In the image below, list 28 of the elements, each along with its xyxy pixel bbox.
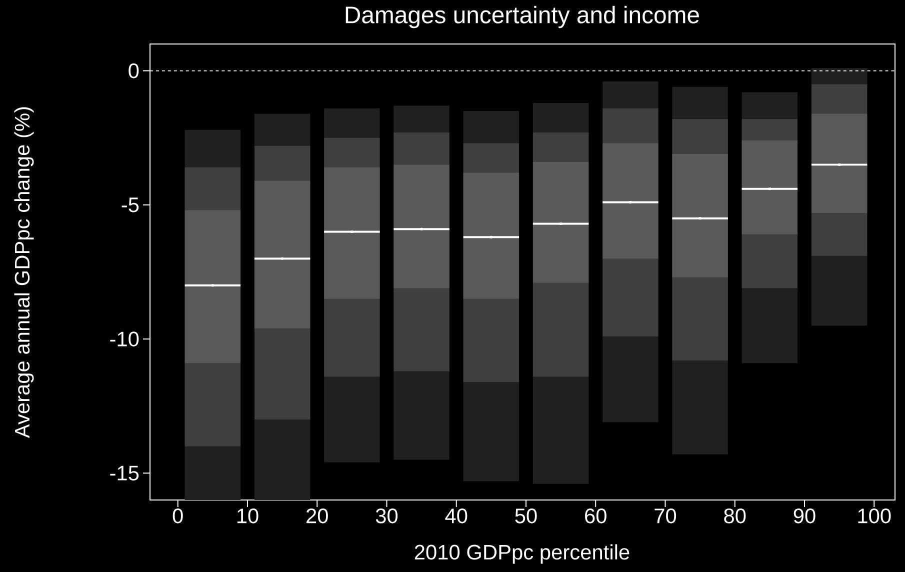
bar bbox=[672, 154, 728, 278]
chart-title: Damages uncertainty and income bbox=[346, 6, 699, 28]
x-tick-label: 80 bbox=[724, 508, 746, 524]
y-tick-label: 0 bbox=[128, 63, 139, 78]
y-tick-label: -5 bbox=[122, 198, 139, 212]
x-tick-label: 10 bbox=[237, 508, 258, 524]
x-tick-label: 20 bbox=[306, 508, 328, 524]
x-tick-label: 70 bbox=[654, 508, 676, 524]
bar bbox=[463, 172, 520, 299]
bar bbox=[811, 114, 868, 213]
bar bbox=[324, 167, 380, 299]
bar bbox=[394, 164, 450, 288]
bar bbox=[532, 162, 589, 283]
x-axis-title: 2010 GDPpc percentile bbox=[414, 544, 630, 564]
x-tick-label: 30 bbox=[376, 508, 398, 524]
x-tick-label: 50 bbox=[515, 508, 537, 524]
bar bbox=[742, 140, 798, 234]
x-tick-label: 60 bbox=[585, 508, 606, 524]
bar bbox=[254, 180, 310, 328]
x-tick-label: 90 bbox=[794, 508, 816, 524]
bar bbox=[602, 143, 658, 259]
y-tick-label: -15 bbox=[110, 466, 139, 480]
x-tick-label: 40 bbox=[445, 508, 468, 524]
y-tick-label: -10 bbox=[110, 332, 139, 346]
y-axis-title: Average annual GDPpc change (%) bbox=[14, 107, 34, 438]
bar bbox=[184, 210, 241, 364]
x-tick-label: 0 bbox=[172, 508, 183, 524]
x-tick-label: 100 bbox=[858, 508, 891, 524]
